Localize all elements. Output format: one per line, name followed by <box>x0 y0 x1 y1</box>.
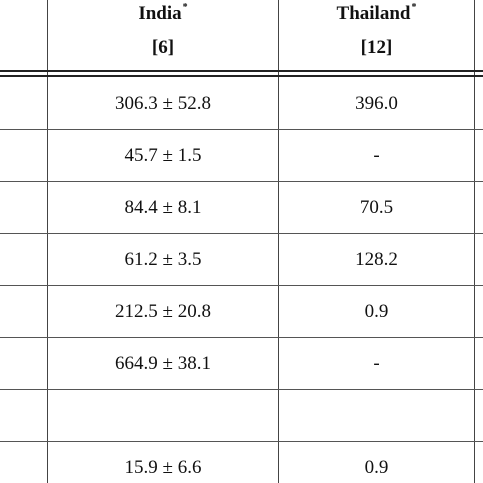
header-rule-top <box>0 70 483 72</box>
cell-thailand: 0.9 <box>364 457 389 478</box>
column-header-thailand: Thailand* [12] <box>279 0 474 68</box>
column-header-india-ref: [6] <box>151 37 175 58</box>
row-separator <box>0 181 483 182</box>
column-header-india-title: India* <box>138 2 188 24</box>
cell-thailand: 396.0 <box>355 93 398 114</box>
column-divider-left <box>47 0 48 483</box>
cell-india: 212.5 ± 20.8 <box>115 301 211 322</box>
row-separator <box>0 441 483 442</box>
row-separator <box>0 129 483 130</box>
cell-india: 45.7 ± 1.5 <box>124 145 202 166</box>
cell-india: 664.9 ± 38.1 <box>115 353 211 374</box>
column-divider-right <box>474 0 475 483</box>
cell-thailand: 128.2 <box>355 249 398 270</box>
cell-thailand: - <box>373 145 380 166</box>
column-header-thailand-title: Thailand* <box>336 2 417 24</box>
cell-thailand: 70.5 <box>359 197 394 218</box>
cell-india: 61.2 ± 3.5 <box>124 249 202 270</box>
cell-india: 84.4 ± 8.1 <box>124 197 202 218</box>
cell-thailand: 0.9 <box>364 301 389 322</box>
cell-thailand: - <box>373 353 380 374</box>
row-separator <box>0 285 483 286</box>
column-header-india: India* [6] <box>48 0 278 68</box>
row-separator <box>0 233 483 234</box>
cell-india: 306.3 ± 52.8 <box>115 93 211 114</box>
column-header-thailand-ref: [12] <box>360 37 393 58</box>
column-divider-middle <box>278 0 279 483</box>
header-rule-bottom <box>0 75 483 77</box>
cell-india: 15.9 ± 6.6 <box>124 457 202 478</box>
row-separator <box>0 337 483 338</box>
row-separator <box>0 389 483 390</box>
